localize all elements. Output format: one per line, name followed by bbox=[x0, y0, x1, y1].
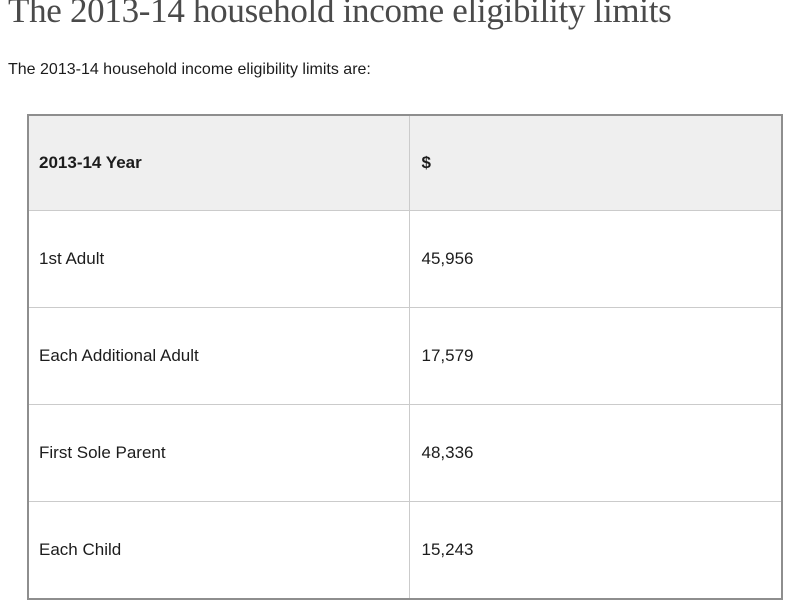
row-value: 48,336 bbox=[408, 404, 783, 502]
row-label: 1st Adult bbox=[27, 210, 410, 308]
row-label: Each Additional Adult bbox=[27, 307, 410, 405]
table-header-row: 2013-14 Year $ bbox=[27, 114, 783, 211]
row-value: 17,579 bbox=[408, 307, 783, 405]
row-label: Each Child bbox=[27, 501, 410, 600]
intro-text: The 2013-14 household income eligibility… bbox=[8, 61, 371, 78]
table-row: 1st Adult 45,956 bbox=[27, 210, 783, 308]
row-value: 15,243 bbox=[408, 501, 783, 600]
column-header-amount: $ bbox=[408, 114, 783, 211]
table-row: First Sole Parent 48,336 bbox=[27, 404, 783, 502]
page-title: The 2013-14 household income eligibility… bbox=[8, 0, 672, 30]
eligibility-table: 2013-14 Year $ 1st Adult 45,956 Each Addit… bbox=[27, 114, 783, 600]
row-value: 45,956 bbox=[408, 210, 783, 308]
column-header-year: 2013-14 Year bbox=[27, 114, 410, 211]
table-row: Each Child 15,243 bbox=[27, 501, 783, 600]
table-row: Each Additional Adult 17,579 bbox=[27, 307, 783, 405]
row-label: First Sole Parent bbox=[27, 404, 410, 502]
